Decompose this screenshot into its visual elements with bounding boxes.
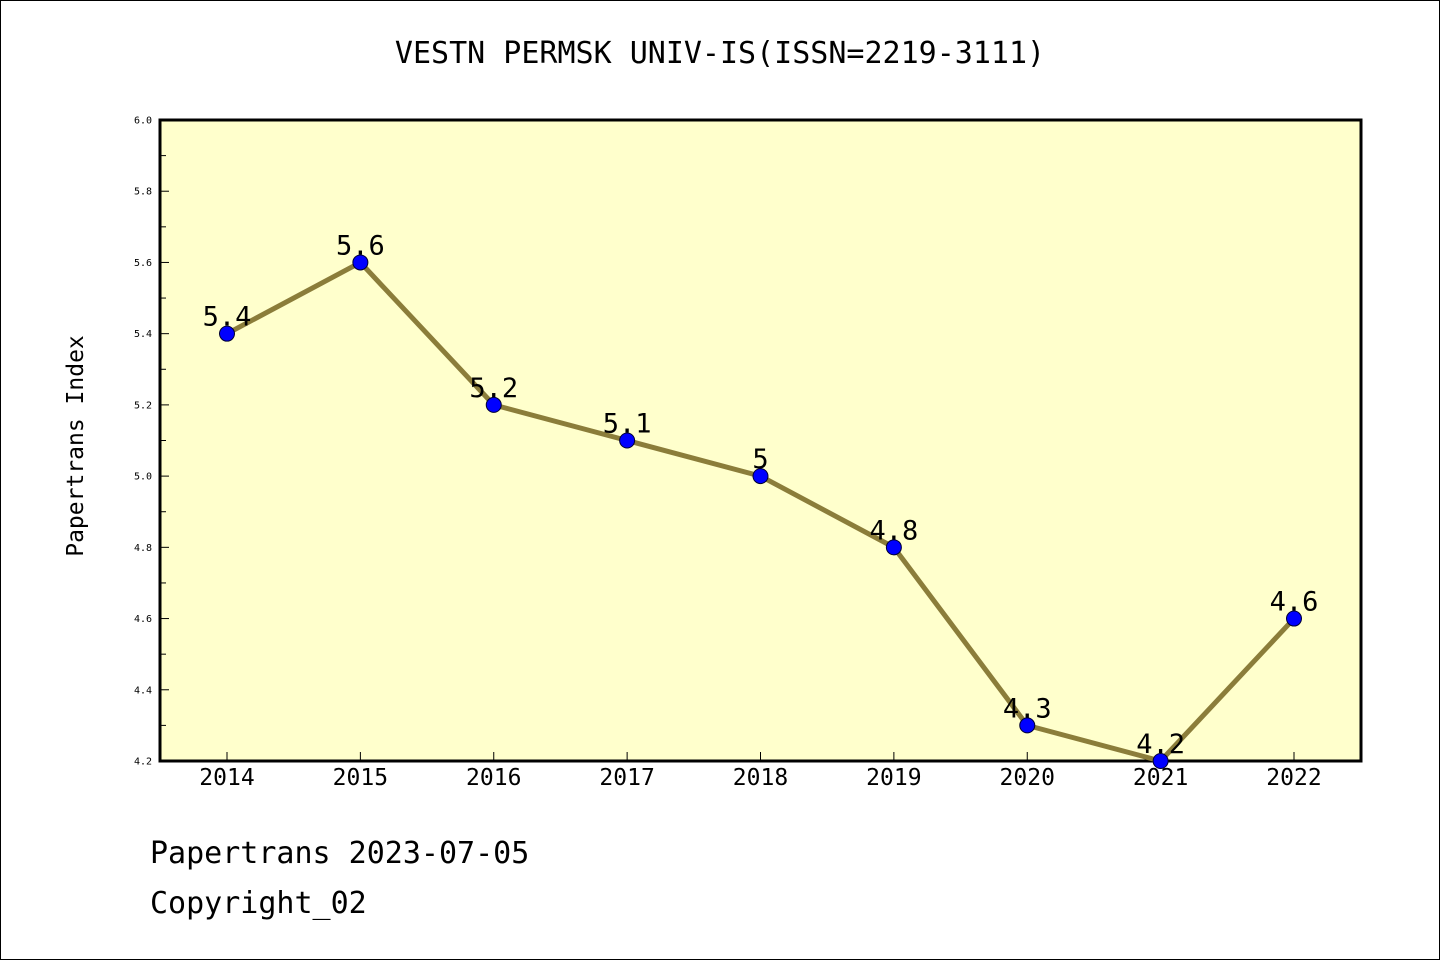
data-point: [219, 325, 235, 342]
x-tick-label: 2019: [866, 765, 921, 791]
data-point: [352, 254, 369, 271]
x-tick-label: 2021: [1133, 765, 1188, 791]
data-label: 5.1: [603, 409, 652, 440]
chart-title: VESTN PERMSK UNIV-IS(ISSN=2219-3111): [394, 36, 1046, 71]
data-point: [1286, 610, 1302, 627]
data-point: [752, 468, 769, 485]
data-points: [219, 254, 1302, 769]
plot-area: [158, 118, 1363, 763]
x-tick-label: 2018: [733, 765, 788, 791]
y-tick-label: 4.4: [134, 685, 152, 696]
data-label: 5: [752, 444, 768, 475]
data-point: [619, 432, 636, 449]
y-tick-label: 5.4: [134, 329, 152, 340]
data-label: 4.6: [1270, 587, 1319, 618]
data-label: 5.4: [203, 302, 252, 333]
data-point: [485, 396, 502, 413]
y-axis: 4.2 4.4 4.6 4.8 5.0 5.2 5.4 5.6 5.8 6.0: [134, 116, 169, 768]
x-tick-label: 2016: [466, 765, 521, 791]
footer-copyright: Copyright_02: [150, 886, 367, 921]
x-axis: 2014 2015 2016 2017 2018 2019 2020 2021 2022: [199, 752, 1322, 791]
x-tick-label: 2020: [1000, 765, 1055, 791]
x-tick-label: 2015: [333, 765, 388, 791]
footer-date-line: Papertrans 2023-07-05: [150, 836, 530, 871]
data-labels: 5.4 5.6 5.2 5.1 5 4.8 4.3 4.2 4.6: [203, 230, 1319, 760]
y-tick-label: 4.6: [134, 614, 152, 625]
x-tick-label: 2022: [1266, 765, 1321, 791]
y-tick-label: 5.2: [134, 400, 152, 411]
data-point: [1019, 717, 1036, 734]
data-label: 4.3: [1003, 693, 1052, 724]
x-tick-label: 2014: [199, 765, 254, 791]
data-point: [1152, 753, 1169, 769]
data-point: [885, 539, 902, 556]
y-tick-label: 5.0: [134, 472, 152, 483]
y-tick-label: 6.0: [134, 116, 152, 127]
data-label: 4.2: [1136, 729, 1185, 760]
x-tick-label: 2017: [599, 765, 654, 791]
data-label: 4.8: [869, 515, 918, 546]
data-label: 5.2: [469, 373, 518, 404]
y-tick-label: 5.8: [134, 187, 152, 198]
y-tick-label: 4.2: [134, 757, 152, 768]
y-tick-label: 5.6: [134, 258, 152, 269]
data-label: 5.6: [336, 230, 385, 261]
y-tick-label: 4.8: [134, 543, 152, 554]
